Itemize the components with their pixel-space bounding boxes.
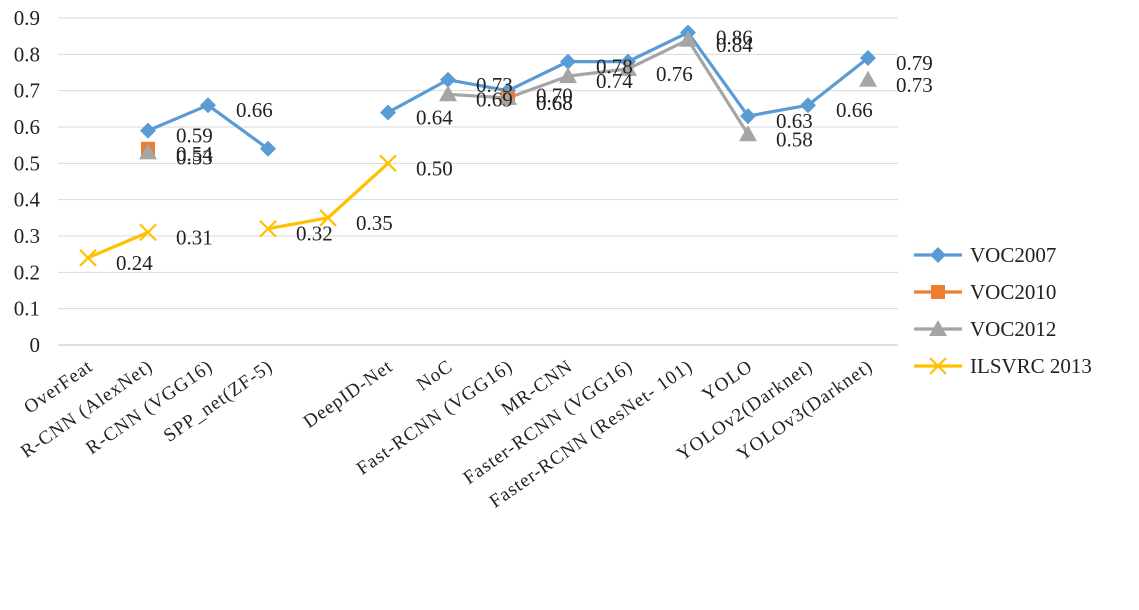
data-labels: 0.59 0.66 0.64 0.73 0.70 0.78 0.86 0.63 0.66 0.79… xyxy=(116,26,933,275)
data-label: 0.58 xyxy=(776,127,813,151)
data-label: 0.74 xyxy=(596,69,633,93)
data-point xyxy=(739,125,757,142)
data-point xyxy=(440,71,456,88)
data-label: 0.66 xyxy=(236,98,273,122)
y-tick-label: 0.5 xyxy=(14,151,40,175)
data-point xyxy=(139,223,157,242)
data-label: 0.76 xyxy=(656,62,693,86)
legend-marker xyxy=(929,320,947,336)
y-tick-label: 0.2 xyxy=(14,260,40,284)
data-label: 0.64 xyxy=(416,105,453,129)
x-category-label: SPP_net(ZF-5) xyxy=(160,356,277,447)
data-point xyxy=(379,154,397,173)
data-label: 0.59 xyxy=(176,124,213,148)
data-label: 0.63 xyxy=(776,109,813,133)
data-label: 0.68 xyxy=(536,91,573,115)
data-label: 0.79 xyxy=(896,51,933,75)
data-point xyxy=(860,49,876,66)
series-line-ilsvrc-2013 xyxy=(87,230,149,260)
data-label: 0.32 xyxy=(296,222,333,246)
data-point xyxy=(499,88,517,105)
data-point xyxy=(319,209,337,227)
data-label: 0.54 xyxy=(176,142,213,166)
data-point xyxy=(859,70,877,87)
legend-marker xyxy=(930,247,946,263)
data-point xyxy=(679,30,697,47)
y-axis-ticks: 0 0.1 0.2 0.3 0.4 0.5 0.6 0.7 0.8 0.9 xyxy=(14,6,41,357)
y-tick-label: 0.6 xyxy=(14,115,40,139)
data-point xyxy=(79,249,97,267)
gridlines xyxy=(58,17,898,346)
y-tick-label: 0 xyxy=(30,333,41,357)
data-point xyxy=(200,97,216,114)
legend: VOC2007 VOC2010 VOC2012 ILSVRC 2013 xyxy=(914,243,1092,378)
data-point xyxy=(560,53,576,70)
data-label: 0.68 xyxy=(536,91,573,115)
y-tick-label: 0.7 xyxy=(14,79,40,103)
data-label: 0.73 xyxy=(476,73,513,97)
data-label: 0.73 xyxy=(896,73,933,97)
legend-label: VOC2012 xyxy=(970,317,1056,341)
data-label: 0.35 xyxy=(356,211,393,235)
legend-label: ILSVRC 2013 xyxy=(970,354,1092,378)
data-point xyxy=(559,67,577,84)
series-line-voc2012 xyxy=(447,38,750,136)
x-category-label: NoC xyxy=(413,356,457,396)
y-tick-label: 0.3 xyxy=(14,224,40,248)
data-label: 0.66 xyxy=(836,98,873,122)
series-markers xyxy=(79,24,877,267)
data-point xyxy=(619,59,637,76)
data-point xyxy=(260,140,276,157)
data-label: 0.69 xyxy=(476,87,513,111)
data-label: 0.53 xyxy=(176,145,213,169)
legend-label: VOC2007 xyxy=(970,243,1056,267)
data-point xyxy=(139,143,157,160)
data-point xyxy=(800,97,816,114)
y-tick-label: 0.9 xyxy=(14,6,40,30)
data-point xyxy=(439,85,457,102)
x-category-label: DeepID-Net xyxy=(300,356,397,433)
legend-marker xyxy=(931,285,945,299)
data-label: 0.50 xyxy=(416,156,453,180)
y-tick-label: 0.8 xyxy=(14,42,40,66)
legend-marker xyxy=(929,357,947,375)
data-point xyxy=(740,108,756,125)
data-point xyxy=(259,219,277,238)
y-tick-label: 0.1 xyxy=(14,297,40,321)
data-label: 0.78 xyxy=(596,55,633,79)
data-label: 0.70 xyxy=(536,84,573,108)
data-label: 0.31 xyxy=(176,225,213,249)
y-tick-label: 0.4 xyxy=(14,188,41,212)
data-label: 0.24 xyxy=(116,251,153,275)
data-point xyxy=(380,104,396,121)
data-label: 0.84 xyxy=(716,33,753,57)
data-point xyxy=(140,122,156,139)
legend-label: VOC2010 xyxy=(970,280,1056,304)
data-label: 0.86 xyxy=(716,26,753,50)
